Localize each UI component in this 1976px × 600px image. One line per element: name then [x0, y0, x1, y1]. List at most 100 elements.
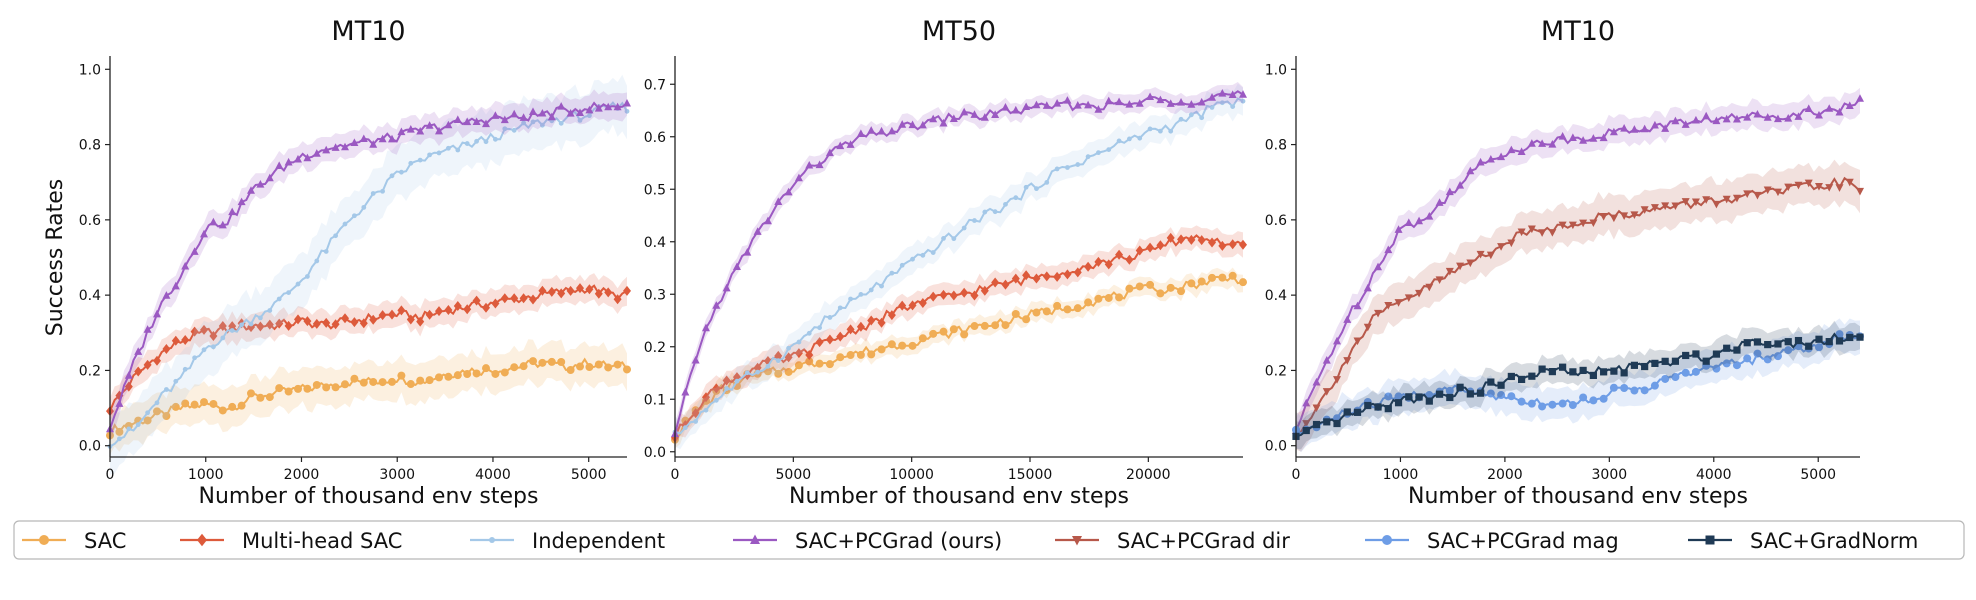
data-point — [397, 371, 406, 380]
data-point — [145, 410, 151, 416]
chart-panel-2: MT50 0.0 0.1 0.2 0.3 0.4 0.5 0.6 0.7 0 5000 10000 15… — [644, 16, 1247, 509]
data-point — [200, 324, 208, 335]
data-point — [858, 291, 864, 297]
data-point — [1085, 154, 1091, 160]
data-point — [529, 107, 537, 116]
data-point — [1661, 357, 1669, 365]
series-band — [675, 225, 1243, 448]
data-point — [1054, 166, 1060, 172]
data-point — [980, 321, 989, 330]
data-point — [220, 335, 226, 341]
data-point — [1104, 293, 1113, 302]
data-point — [1197, 235, 1206, 246]
data-point — [1517, 228, 1526, 237]
data-point — [1856, 94, 1864, 102]
data-point — [237, 401, 246, 410]
data-point — [887, 340, 896, 349]
data-point — [1456, 180, 1465, 189]
series-sac-gradnorm — [1292, 320, 1864, 450]
data-point — [796, 339, 802, 345]
data-point — [1630, 125, 1639, 133]
data-point — [1640, 206, 1649, 214]
data-point — [576, 362, 584, 371]
data-point — [406, 125, 415, 133]
data-point — [435, 126, 443, 135]
data-point — [910, 256, 915, 262]
data-point — [286, 290, 291, 295]
data-point — [1846, 333, 1854, 342]
data-point — [378, 134, 387, 143]
data-point — [1053, 99, 1062, 107]
data-point — [209, 217, 218, 226]
data-point — [732, 262, 741, 271]
data-point — [1115, 293, 1124, 302]
data-point — [992, 209, 998, 215]
x-tick-label: 4000 — [475, 467, 511, 483]
data-point — [1507, 145, 1516, 154]
data-point — [425, 376, 434, 385]
data-point — [228, 321, 237, 332]
data-point — [970, 290, 979, 301]
data-point — [1209, 105, 1215, 110]
chart-panels: MT10 0.0 0.2 0.4 0.6 0.8 1.0 0 1000 2000 3000 4000 5… — [43, 16, 1864, 509]
chart-title: MT10 — [331, 16, 405, 47]
data-point — [370, 191, 376, 196]
data-point — [1456, 383, 1464, 391]
data-point — [1353, 301, 1362, 310]
data-point — [1773, 188, 1782, 197]
data-point — [1497, 381, 1505, 389]
y-tick-label: 1.0 — [79, 62, 101, 78]
data-point — [1187, 279, 1196, 288]
data-point — [239, 322, 245, 328]
data-point — [743, 248, 752, 256]
x-tick-label: 0 — [671, 467, 680, 483]
data-point — [1135, 99, 1144, 107]
data-point — [1228, 271, 1237, 280]
data-point — [1125, 284, 1134, 293]
data-point — [1343, 408, 1351, 416]
data-point — [1732, 194, 1741, 203]
data-point — [1146, 280, 1155, 289]
data-point — [879, 283, 884, 289]
data-point — [303, 384, 312, 393]
data-point — [1125, 254, 1134, 265]
data-point — [388, 309, 396, 320]
y-tick-label: 0.2 — [1265, 363, 1287, 379]
data-point — [1415, 216, 1424, 225]
data-point — [1825, 184, 1834, 192]
data-point — [474, 138, 479, 144]
data-point — [1640, 386, 1649, 395]
y-tick-label: 0.2 — [644, 340, 666, 356]
data-point — [848, 296, 853, 302]
data-point — [1022, 270, 1031, 281]
legend-label: SAC — [84, 529, 126, 553]
data-point — [1011, 105, 1020, 114]
data-point — [1333, 376, 1342, 384]
data-point — [1013, 195, 1019, 201]
data-point — [815, 359, 824, 368]
data-point — [1333, 419, 1341, 428]
data-point — [960, 287, 969, 298]
data-point — [1197, 97, 1206, 106]
data-point — [519, 113, 528, 121]
x-axis-label: Number of thousand env steps — [199, 484, 539, 509]
data-point — [970, 322, 979, 331]
data-point — [691, 355, 700, 364]
data-point — [323, 249, 329, 254]
data-point — [200, 398, 208, 407]
data-point — [1579, 393, 1588, 402]
data-point — [594, 288, 603, 299]
data-point — [1497, 152, 1506, 161]
data-point — [388, 377, 396, 386]
legend-item: SAC+PCGrad mag — [1365, 529, 1619, 553]
data-point — [1063, 96, 1072, 104]
data-point — [613, 294, 622, 305]
data-point — [1187, 100, 1196, 108]
data-point — [1835, 337, 1844, 345]
data-point — [836, 141, 845, 150]
data-point — [1814, 343, 1823, 352]
data-point — [991, 277, 1000, 288]
data-point — [1753, 338, 1762, 346]
data-point — [1589, 219, 1598, 228]
chart-panel-3: MT10 0.0 0.2 0.4 0.6 0.8 1.0 0 1000 2000 3000 4000 5… — [1265, 16, 1864, 509]
